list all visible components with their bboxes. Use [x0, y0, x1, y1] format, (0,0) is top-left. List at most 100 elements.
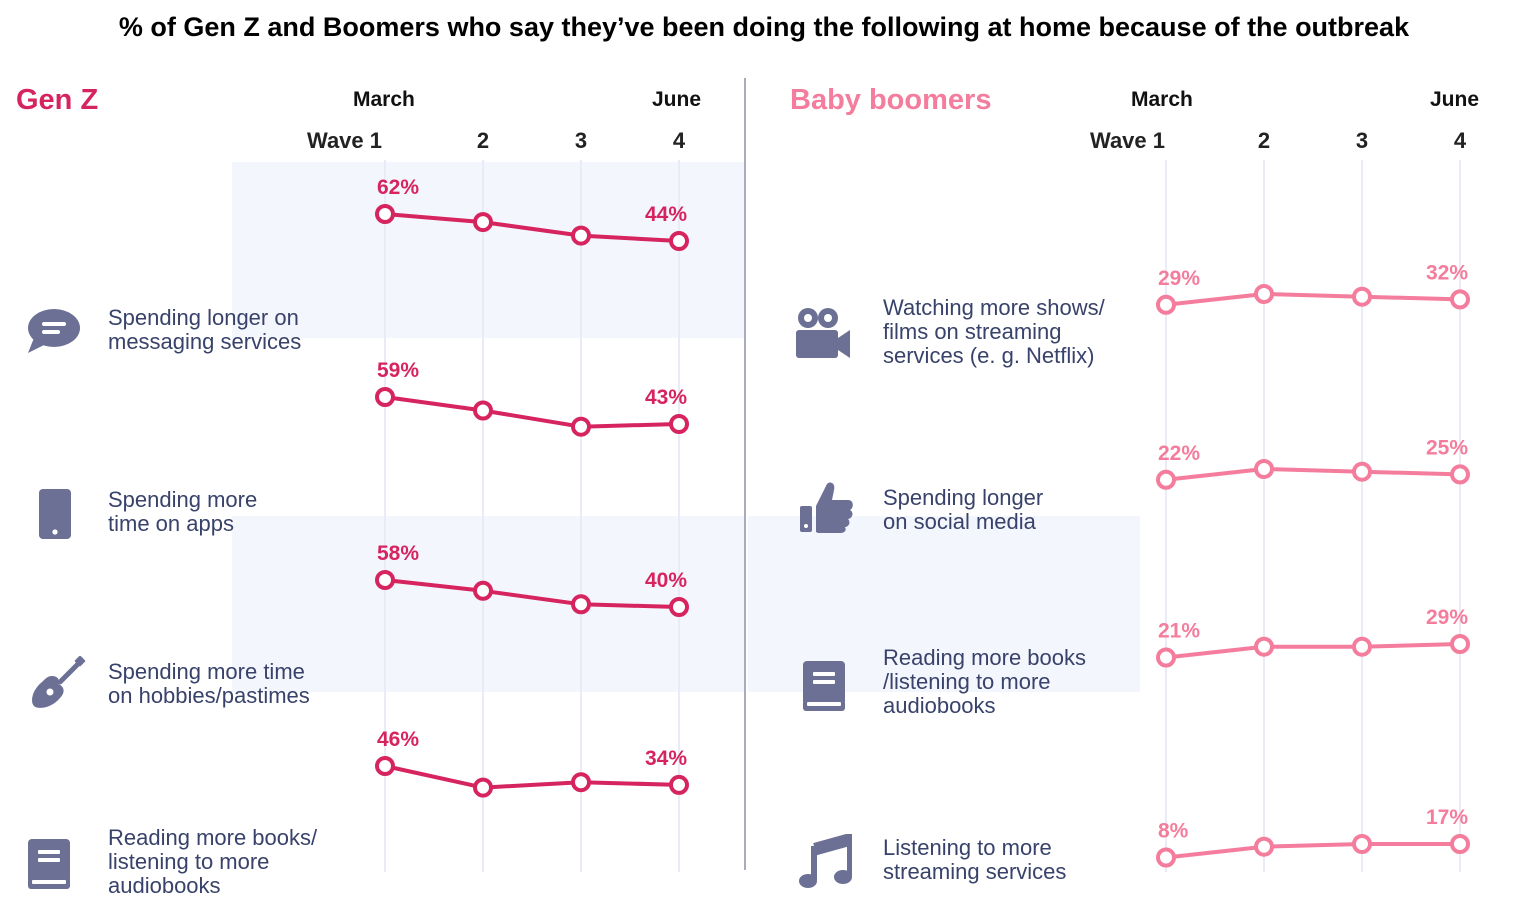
data-point: [1254, 636, 1274, 657]
chart-row: Spending longer on social media: [748, 340, 1528, 534]
data-point: [571, 772, 591, 793]
row-label-line: Reading more books/: [108, 825, 318, 850]
data-point: [571, 225, 591, 246]
month-end: June: [652, 88, 702, 111]
first-value-label: 46%: [377, 728, 419, 751]
music-note-icon: [798, 833, 853, 895]
series-line: [384, 395, 680, 429]
data-point: [669, 597, 689, 617]
row-label-line: audiobooks: [108, 873, 221, 898]
wave-number: 4: [672, 128, 686, 153]
data-point: [1450, 464, 1470, 485]
wave-number: 4: [1453, 128, 1467, 153]
video-camera-icon: [794, 306, 852, 365]
data-point: [375, 387, 395, 407]
gridline: [1263, 160, 1265, 872]
row-label: Reading more books /listening to more au…: [883, 646, 1086, 718]
row-label: Spending longer on social media: [883, 486, 1043, 534]
chart-row: Reading more books/ listening to more au…: [0, 700, 745, 898]
series-2: 22% 25%: [1156, 436, 1470, 490]
wave-number: 2: [476, 128, 490, 153]
row-label-line: Spending more time: [108, 659, 305, 684]
data-point: [473, 212, 493, 233]
chart-title: % of Gen Z and Boomers who say they’ve b…: [118, 12, 1410, 42]
row-label-line: Spending longer: [883, 485, 1044, 510]
chat-bubble-icon: [26, 308, 82, 359]
data-point: [1450, 634, 1470, 654]
guitar-icon: [30, 655, 86, 717]
last-value-label: 40%: [645, 569, 687, 592]
last-value-label: 43%: [645, 386, 687, 409]
row-label-line: audiobooks: [883, 693, 996, 718]
book-icon: [26, 838, 72, 895]
row-label-line: streaming services: [883, 859, 1067, 884]
series-4: 8% 17%: [1156, 806, 1470, 868]
month-start: March: [1131, 88, 1193, 111]
first-value-label: 58%: [377, 542, 419, 565]
series-line: [384, 578, 680, 609]
row-label-line: messaging services: [108, 329, 302, 354]
row-label: Listening to more streaming services: [883, 836, 1066, 884]
series-4: 46% 34%: [375, 728, 689, 798]
series-3: 58% 40%: [375, 542, 689, 617]
group-title: Gen Z: [16, 84, 99, 116]
month-start: March: [353, 88, 415, 111]
first-value-label: 21%: [1158, 620, 1200, 643]
row-band: [232, 516, 744, 692]
thumbs-up-icon: [798, 478, 854, 539]
series-3: 21% 29%: [1156, 606, 1470, 668]
data-point: [1352, 636, 1372, 657]
data-point: [1156, 647, 1176, 668]
series-line: [384, 764, 680, 790]
series-2: 59% 43%: [375, 359, 689, 437]
data-point: [1352, 286, 1372, 307]
wave-label: Wave 1: [1090, 128, 1166, 153]
row-label-line: Watching more shows/: [883, 295, 1105, 320]
row-label-line: time on apps: [108, 511, 234, 536]
data-point: [1254, 459, 1274, 479]
data-point: [375, 756, 395, 776]
data-point: [375, 570, 395, 590]
chart-row: Reading more books /listening to more au…: [748, 520, 1528, 718]
last-value-label: 25%: [1426, 436, 1468, 459]
smartphone-icon: [38, 488, 72, 545]
data-point: [1156, 847, 1176, 868]
panel-divider: [744, 78, 746, 870]
gridline: [482, 160, 484, 872]
row-label-line: films on streaming: [883, 319, 1062, 344]
series-line: [1165, 292, 1461, 307]
data-point: [571, 416, 591, 437]
data-point: [1450, 289, 1470, 310]
gridline: [1165, 160, 1167, 872]
data-point: [1352, 461, 1372, 482]
first-value-label: 59%: [377, 359, 419, 382]
wave-number: 3: [574, 128, 588, 153]
book-icon: [801, 660, 847, 717]
chart-row: Spending more time on hobbies/pastimes: [0, 520, 745, 708]
data-point: [669, 231, 689, 251]
data-point: [571, 594, 591, 615]
last-value-label: 44%: [645, 203, 687, 226]
row-label: Spending longer on messaging services: [108, 306, 301, 354]
data-point: [375, 204, 395, 224]
data-point: [1156, 469, 1176, 490]
row-label-line: on hobbies/pastimes: [108, 683, 310, 708]
group-title: Baby boomers: [790, 84, 992, 116]
gridline: [678, 160, 680, 872]
first-value-label: 29%: [1158, 267, 1200, 290]
data-point: [1450, 834, 1470, 854]
wave-number: 2: [1257, 128, 1271, 153]
row-label: Reading more books/ listening to more au…: [108, 826, 317, 898]
data-point: [473, 777, 493, 798]
row-label-line: on social media: [883, 509, 1036, 534]
first-value-label: 62%: [377, 176, 419, 199]
wave-number: 3: [1355, 128, 1369, 153]
data-point: [1156, 294, 1176, 315]
gridline: [384, 160, 386, 872]
data-point: [473, 400, 493, 421]
row-label: Watching more shows/ films on streaming …: [883, 296, 1105, 368]
last-value-label: 32%: [1426, 261, 1468, 284]
gridline: [1361, 160, 1363, 872]
row-label: Spending more time on apps: [108, 488, 257, 536]
